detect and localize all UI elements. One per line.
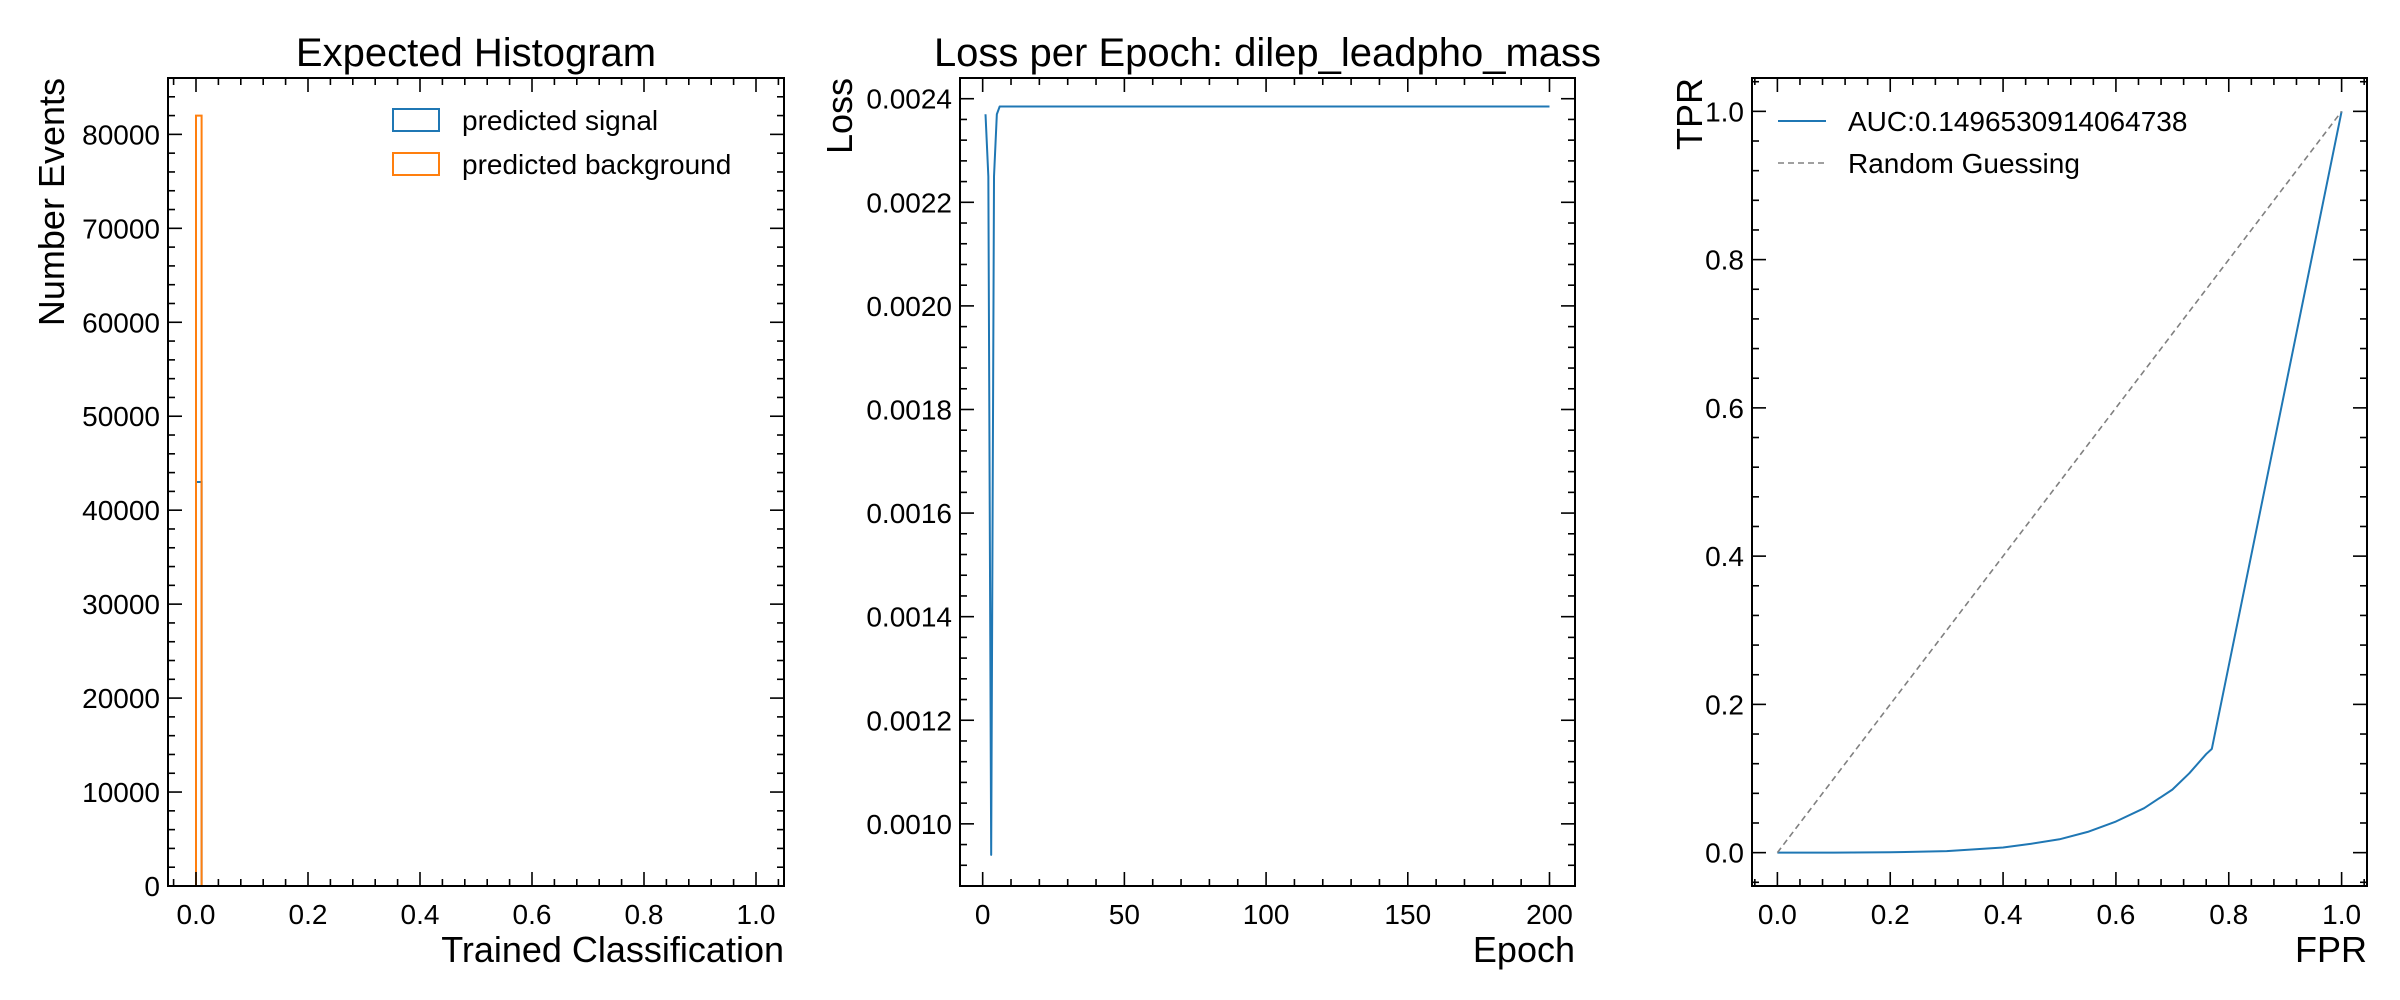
histogram-y-tick-label: 10000 [82, 777, 160, 808]
histogram-x-tick-label: 0.8 [625, 899, 664, 930]
loss-x-tick-label: 150 [1384, 899, 1431, 930]
loss-y-tick-label: 0.0012 [866, 705, 952, 736]
histogram-x-tick-label: 1.0 [737, 899, 776, 930]
roc-y-tick-label: 0.4 [1705, 541, 1744, 572]
loss-y-axis-label: Loss [819, 78, 860, 154]
histogram-axes-frame [167, 77, 785, 887]
roc-y-tick-label: 1.0 [1705, 96, 1744, 127]
roc-axes-frame [1751, 77, 2368, 887]
histogram-x-tick-label: 0.2 [289, 899, 328, 930]
histogram-y-tick-label: 20000 [82, 683, 160, 714]
loss-y-tick-label: 0.0010 [866, 809, 952, 840]
histogram-ticks [168, 77, 784, 887]
loss-y-tick-label: 0.0024 [866, 84, 952, 115]
roc-x-tick-label: 0.8 [2209, 899, 2248, 930]
loss-y-tick-label: 0.0016 [866, 498, 952, 529]
random-guessing-line [1776, 110, 2343, 854]
loss-y-tick-label: 0.0014 [866, 602, 952, 633]
legend-label: AUC:0.1496530914064738 [1848, 106, 2187, 137]
histogram-x-tick-label: 0.0 [177, 899, 216, 930]
histogram-y-tick-label: 0 [144, 871, 160, 902]
loss-y-tick-label: 0.0020 [866, 291, 952, 322]
roc-curve [1777, 111, 2343, 854]
histogram-y-tick-label: 40000 [82, 495, 160, 526]
histogram-y-tick-label: 50000 [82, 401, 160, 432]
legend-label: predicted background [462, 149, 731, 180]
loss-curve [984, 105, 1550, 856]
roc-panel: 0.0 0.2 0.4 0.6 0.8 1.00.00.20.40.60.81.0FPRT… [1669, 77, 2368, 970]
histogram-panel: 0.0 0.2 0.4 0.6 0.8 1.0 0 10000 20000 30000 40000 5… [31, 31, 785, 970]
roc-ticks [1752, 78, 2367, 886]
histogram-y-axis-label: Number Events [31, 78, 72, 326]
legend-swatch [392, 108, 440, 132]
loss-y-tick-label: 0.0022 [866, 187, 952, 218]
loss-panel: 0 50 100 150 200 0.0010 0.0012 0.0014 0.0016 0.00… [819, 31, 1601, 970]
loss-x-tick-label: 0 [975, 899, 991, 930]
loss-x-tick-label: 50 [1109, 899, 1140, 930]
roc-x-axis-label: FPR [2295, 929, 2367, 970]
roc-y-tick-label: 0.6 [1705, 393, 1744, 424]
loss-y-tick-label: 0.0018 [866, 394, 952, 425]
histogram-y-tick-label: 70000 [82, 213, 160, 244]
histogram-x-axis-label: Trained Classification [441, 929, 784, 970]
roc-x-tick-label: 0.6 [2096, 899, 2135, 930]
roc-y-tick-label: 0.8 [1705, 245, 1744, 276]
background-histogram-bin [195, 114, 203, 886]
histogram-y-tick-label: 80000 [82, 119, 160, 150]
loss-x-tick-label: 200 [1526, 899, 1573, 930]
roc-x-tick-label: 0.4 [1984, 899, 2023, 930]
roc-x-tick-label: 0.0 [1758, 899, 1797, 930]
roc-x-tick-label: 0.2 [1871, 899, 1910, 930]
histogram-y-tick-label: 60000 [82, 307, 160, 338]
histogram-y-tick-label: 30000 [82, 589, 160, 620]
loss-axes-frame [959, 77, 1576, 887]
loss-x-axis-label: Epoch [1473, 929, 1575, 970]
loss-ticks [960, 77, 1575, 887]
histogram-x-tick-label: 0.4 [401, 899, 440, 930]
legend-label: Random Guessing [1848, 148, 2080, 179]
roc-y-axis-label: TPR [1669, 78, 1710, 150]
roc-y-tick-label: 0.0 [1705, 838, 1744, 869]
loss-x-tick-label: 100 [1243, 899, 1290, 930]
histogram-x-tick-label: 0.6 [513, 899, 552, 930]
legend-label: predicted signal [462, 105, 658, 136]
loss-title: Loss per Epoch: dilep_leadpho_mass [934, 31, 1601, 75]
roc-y-tick-label: 0.2 [1705, 689, 1744, 720]
roc-x-tick-label: 1.0 [2322, 899, 2361, 930]
legend-swatch [392, 152, 440, 176]
histogram-title: Expected Histogram [296, 31, 656, 75]
